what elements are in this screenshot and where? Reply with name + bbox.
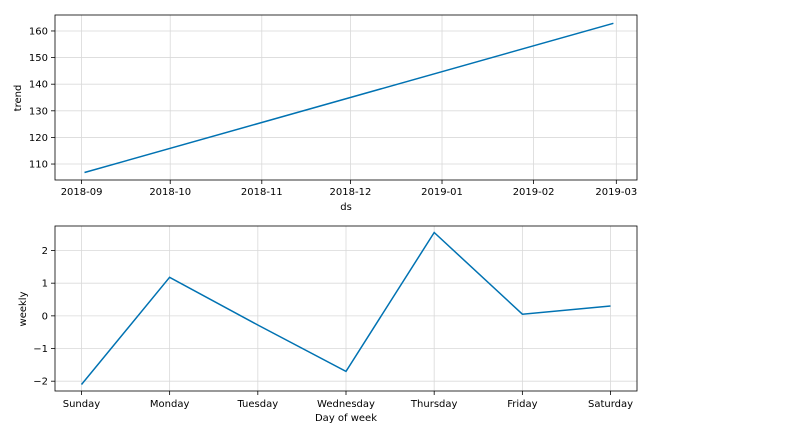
- weekly-y-axis-label: weekly: [18, 291, 29, 326]
- weekly-y-tick-label: 2: [42, 246, 48, 257]
- trend-line: [84, 22, 614, 174]
- weekly-y-axis: −2 −1 0 1 2: [33, 246, 55, 388]
- trend-y-tick-label: 120: [29, 133, 48, 144]
- trend-x-tick-label: 2018-10: [149, 187, 191, 198]
- weekly-x-axis-label: Day of week: [315, 413, 377, 424]
- weekly-x-tick-label: Thursday: [410, 399, 458, 410]
- weekly-x-tick-label: Monday: [150, 399, 190, 410]
- weekly-y-tick-label: −1: [33, 344, 48, 355]
- weekly-y-tick-label: −2: [33, 377, 48, 388]
- trend-y-tick-label: 160: [29, 26, 48, 37]
- trend-y-axis: 110 120 130 140 150 160: [29, 26, 55, 171]
- trend-x-tick-label: 2018-09: [61, 187, 103, 198]
- weekly-y-tick-label: 0: [42, 311, 48, 322]
- weekly-grid: [55, 226, 637, 391]
- trend-chart: 2018-09 2018-10 2018-11 2018-12 2019-01 2019-…: [13, 14, 638, 213]
- trend-y-tick-label: 150: [29, 53, 48, 64]
- trend-x-tick-label: 2019-03: [595, 187, 637, 198]
- trend-plot-frame: [54, 14, 638, 181]
- weekly-series: [80, 231, 611, 385]
- weekly-x-axis: Sunday Monday Tuesday Wednesday Thursday Frid…: [63, 391, 633, 410]
- weekly-y-tick-label: 1: [42, 279, 48, 290]
- trend-x-tick-label: 2019-01: [421, 187, 463, 198]
- weekly-x-tick-label: Friday: [507, 399, 537, 410]
- trend-x-tick-label: 2018-11: [241, 187, 283, 198]
- trend-y-axis-label: trend: [13, 85, 24, 112]
- trend-series: [84, 22, 614, 174]
- weekly-x-tick-label: Tuesday: [236, 399, 278, 410]
- trend-x-tick-label: 2018-12: [330, 187, 372, 198]
- trend-y-tick-label: 110: [29, 160, 48, 171]
- trend-x-axis-label: ds: [340, 202, 352, 213]
- trend-grid: [55, 15, 637, 180]
- weekly-x-tick-label: Sunday: [63, 399, 100, 410]
- trend-x-tick-label: 2019-02: [513, 187, 555, 198]
- weekly-chart: Sunday Monday Tuesday Wednesday Thursday Frid…: [18, 225, 638, 424]
- weekly-x-tick-label: Saturday: [588, 399, 633, 410]
- trend-y-tick-label: 130: [29, 106, 48, 117]
- trend-y-tick-label: 140: [29, 80, 48, 91]
- weekly-line: [80, 231, 611, 385]
- trend-x-axis: 2018-09 2018-10 2018-11 2018-12 2019-01 2019-…: [61, 180, 637, 198]
- weekly-x-tick-label: Wednesday: [317, 399, 375, 410]
